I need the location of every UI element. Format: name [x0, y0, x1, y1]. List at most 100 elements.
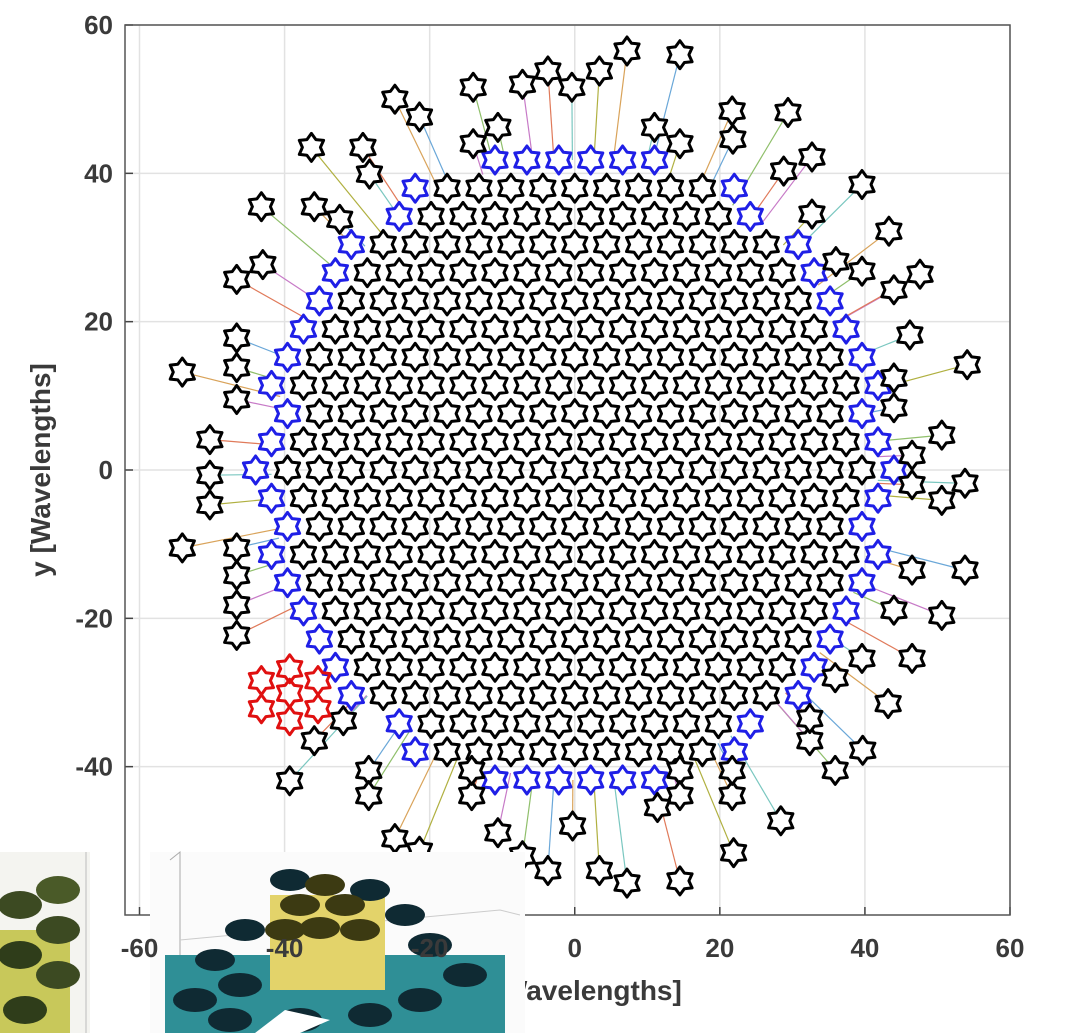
outer-segment	[953, 469, 977, 497]
segment	[690, 682, 714, 710]
outer-segment	[930, 486, 954, 514]
segment	[611, 428, 635, 456]
segment	[786, 456, 810, 484]
segment	[722, 625, 746, 653]
core-array	[243, 146, 906, 794]
segment	[515, 484, 539, 512]
segment	[355, 653, 379, 681]
segment	[690, 569, 714, 597]
outer-segment	[383, 825, 407, 853]
segment	[419, 541, 443, 569]
segment	[754, 343, 778, 371]
segment	[706, 541, 730, 569]
segment	[786, 682, 810, 710]
segment	[563, 625, 587, 653]
segment	[531, 231, 555, 259]
outer-segment	[198, 491, 222, 519]
segment	[738, 371, 762, 399]
segment	[595, 343, 619, 371]
segment	[499, 343, 523, 371]
segment	[531, 512, 555, 540]
segment	[307, 512, 331, 540]
segment	[611, 484, 635, 512]
segment	[499, 682, 523, 710]
segment	[642, 259, 666, 287]
segment	[563, 569, 587, 597]
segment	[291, 315, 315, 343]
x-tick-label: 20	[705, 933, 734, 963]
segment	[467, 512, 491, 540]
segment	[291, 597, 315, 625]
inset-top	[3, 996, 47, 1024]
outer-segment	[225, 265, 249, 293]
segment	[658, 625, 682, 653]
segment	[435, 682, 459, 710]
segment	[818, 569, 842, 597]
inset-top	[0, 941, 42, 969]
inset-top	[270, 869, 310, 891]
segment	[371, 400, 395, 428]
outer-segment	[955, 351, 979, 379]
segment	[515, 710, 539, 738]
inset-top	[0, 891, 42, 919]
segment	[611, 371, 635, 399]
segment	[531, 174, 555, 202]
segment	[451, 259, 475, 287]
y-tick-label: 0	[99, 455, 113, 485]
inset-right	[150, 852, 525, 1033]
segment	[371, 682, 395, 710]
segment	[403, 400, 427, 428]
segment	[419, 428, 443, 456]
segment	[403, 174, 427, 202]
segment	[642, 315, 666, 343]
segment	[467, 174, 491, 202]
segment	[611, 597, 635, 625]
segment	[722, 343, 746, 371]
segment	[579, 653, 603, 681]
outer-segment	[668, 41, 692, 69]
highlight-segment	[278, 707, 302, 735]
segment	[419, 597, 443, 625]
segment	[690, 174, 714, 202]
segment	[515, 597, 539, 625]
segment	[339, 625, 363, 653]
segment	[802, 428, 826, 456]
segment	[531, 738, 555, 766]
segment	[802, 653, 826, 681]
segment	[403, 682, 427, 710]
segment	[627, 456, 651, 484]
segment	[722, 400, 746, 428]
segment	[387, 597, 411, 625]
segment	[786, 625, 810, 653]
segment	[770, 259, 794, 287]
segment	[547, 259, 571, 287]
segment	[387, 202, 411, 230]
segment	[323, 484, 347, 512]
outer-segment	[722, 839, 746, 867]
segment	[355, 259, 379, 287]
outer-segment	[302, 193, 326, 221]
segment	[419, 371, 443, 399]
segment	[467, 456, 491, 484]
outer-segment	[461, 73, 485, 101]
segment	[307, 343, 331, 371]
segment	[802, 484, 826, 512]
segment	[579, 541, 603, 569]
segment	[658, 456, 682, 484]
segment	[371, 287, 395, 315]
segment	[674, 259, 698, 287]
segment	[339, 343, 363, 371]
inset-top	[173, 988, 217, 1012]
segment	[419, 710, 443, 738]
segment	[435, 569, 459, 597]
segment	[834, 428, 858, 456]
segment	[754, 287, 778, 315]
outer-segment	[668, 782, 692, 810]
segment	[738, 710, 762, 738]
segment	[451, 653, 475, 681]
segment	[579, 371, 603, 399]
segment	[515, 146, 539, 174]
segment	[483, 259, 507, 287]
segment	[642, 541, 666, 569]
segment	[451, 541, 475, 569]
